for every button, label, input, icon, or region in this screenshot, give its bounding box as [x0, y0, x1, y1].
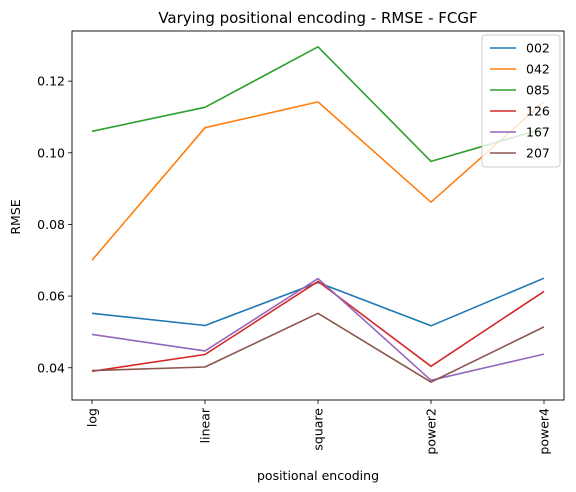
y-tick-label: 0.04: [37, 360, 65, 375]
series-line-207: [91, 312, 545, 383]
series-lines: [91, 45, 545, 383]
legend-label: 042: [526, 62, 550, 77]
chart-title: Varying positional encoding - RMSE - FCG…: [158, 9, 477, 27]
y-tick-label: 0.12: [37, 74, 65, 89]
x-tick-label: square: [311, 408, 326, 451]
x-axis-ticks: log linear square power2 power4: [85, 400, 552, 455]
y-tick-label: 0.06: [37, 289, 65, 304]
y-axis-label: RMSE: [8, 199, 23, 234]
plot-frame: [71, 30, 565, 401]
x-tick-label: power2: [424, 408, 439, 455]
series-line-002: [91, 277, 545, 327]
legend-box: [481, 34, 561, 168]
series-line-126: [91, 280, 545, 373]
x-tick-label: linear: [198, 407, 213, 443]
x-tick-label: power4: [537, 408, 552, 455]
y-axis-ticks: 0.04 0.06 0.08 0.10 0.12: [37, 74, 72, 375]
x-axis-label: positional encoding: [257, 468, 379, 483]
legend-label: 207: [526, 146, 550, 161]
series-line-085: [91, 45, 545, 163]
legend: 002 042 085 126 167 207: [481, 34, 561, 168]
legend-label: 085: [526, 83, 550, 98]
y-tick-label: 0.08: [37, 217, 65, 232]
series-line-167: [91, 277, 545, 382]
x-tick-label: log: [85, 408, 100, 427]
legend-label: 126: [526, 104, 550, 119]
legend-label: 002: [526, 41, 550, 56]
legend-label: 167: [526, 125, 550, 140]
y-tick-label: 0.10: [37, 145, 65, 160]
series-line-042: [91, 101, 545, 261]
